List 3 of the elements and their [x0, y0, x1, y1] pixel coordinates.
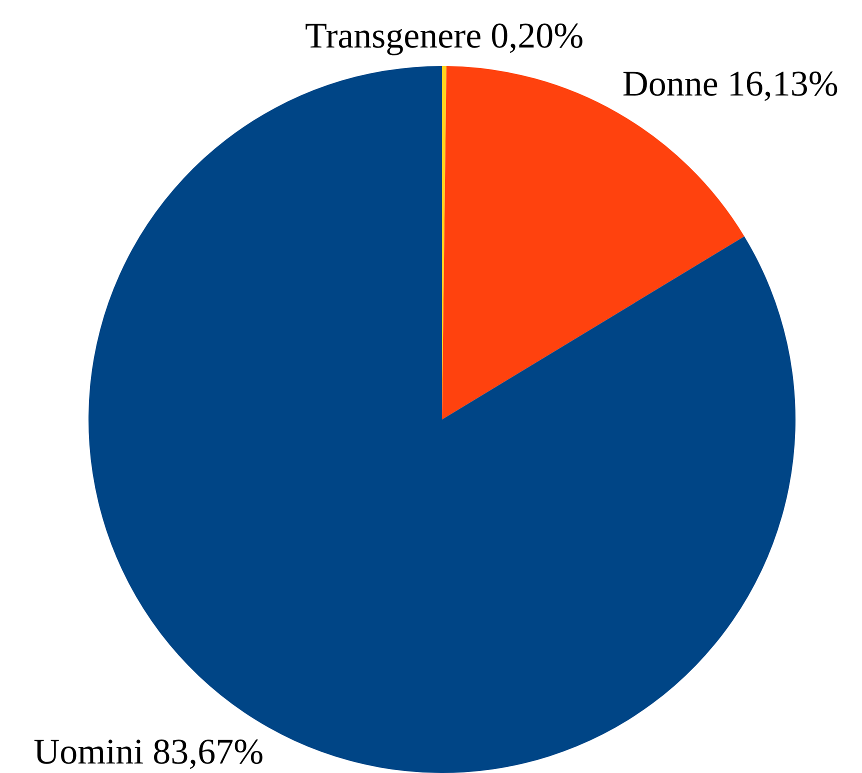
- slice-label: Transgenere 0,20%: [304, 15, 584, 56]
- slice-label: Uomini 83,67%: [34, 732, 264, 772]
- slice-label: Donne 16,13%: [622, 63, 838, 104]
